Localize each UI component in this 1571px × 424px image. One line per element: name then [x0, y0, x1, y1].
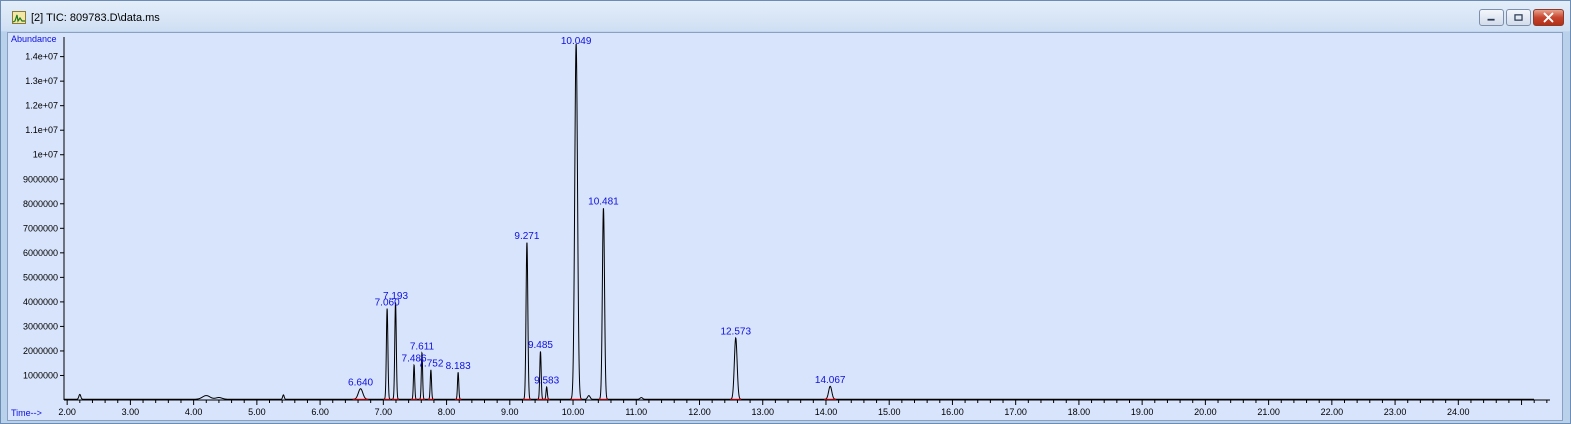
y-axis-label: Abundance: [11, 34, 57, 44]
x-tick-label: 6.00: [311, 407, 329, 417]
peak-label: 8.183: [446, 361, 471, 372]
x-tick-label: 13.00: [751, 407, 774, 417]
x-tick-label: 19.00: [1131, 407, 1154, 417]
peak-label: 7.752: [418, 359, 443, 370]
chromatogram-app-icon: [12, 11, 26, 24]
window-title: [2] TIC: 809783.D\data.ms: [31, 12, 160, 24]
minimize-icon: [1487, 18, 1495, 21]
close-icon: [1543, 12, 1554, 23]
x-tick-label: 15.00: [878, 407, 901, 417]
peak-label: 7.611: [410, 341, 435, 352]
close-button[interactable]: [1533, 9, 1564, 26]
x-tick-label: 4.00: [185, 407, 203, 417]
y-tick-label: 7000000: [23, 223, 58, 233]
x-tick-label: 11.00: [625, 407, 647, 417]
x-tick-label: 12.00: [688, 407, 711, 417]
x-tick-label: 9.00: [501, 407, 519, 417]
x-tick-label: 23.00: [1384, 407, 1407, 417]
y-tick-label: 1.2e+07: [25, 101, 58, 111]
peak-label: 10.049: [561, 36, 592, 47]
x-tick-label: 14.00: [815, 407, 838, 417]
x-tick-label: 17.00: [1004, 407, 1027, 417]
x-tick-label: 8.00: [438, 407, 456, 417]
peak-label: 9.271: [514, 231, 539, 242]
peak-label: 9.583: [534, 376, 559, 387]
x-tick-label: 2.00: [58, 407, 76, 417]
x-tick-label: 5.00: [248, 407, 266, 417]
x-tick-label: 21.00: [1257, 407, 1280, 417]
y-tick-label: 4000000: [23, 297, 58, 307]
trace-layer: [64, 43, 1535, 400]
y-tick-label: 5000000: [23, 272, 58, 282]
y-tick-label: 2000000: [23, 346, 58, 356]
peak-label: 9.485: [528, 340, 553, 351]
y-tick-label: 3000000: [23, 321, 58, 331]
x-axis: 2.00 3.00 4.00 5.00 6.00 7.00 8.00 9.00 10.00 11.…: [58, 399, 1550, 417]
peak-label: 7.060: [375, 297, 400, 308]
x-tick-label: 7.00: [375, 407, 393, 417]
peak-label: 6.640: [348, 377, 373, 388]
tic-trace: [64, 43, 1535, 400]
restore-button[interactable]: [1506, 9, 1531, 26]
y-tick-label: 1.1e+07: [25, 125, 58, 135]
y-tick-label: 9000000: [23, 174, 58, 184]
window-titlebar[interactable]: [2] TIC: 809783.D\data.ms: [1, 1, 1570, 31]
minimize-button[interactable]: [1479, 9, 1504, 26]
peak-label: 14.067: [815, 375, 846, 386]
y-tick-label: 6000000: [23, 248, 58, 258]
restore-icon: [1514, 14, 1523, 21]
y-tick-label: 1.3e+07: [25, 76, 58, 86]
peak-label: 7.193: [383, 291, 408, 302]
chromatogram-chart[interactable]: 1000000 2000000 3000000 4000000 5000000 60000…: [8, 33, 1562, 420]
peak-label: 10.481: [588, 197, 619, 208]
peak-label: 7.486: [402, 354, 427, 365]
x-tick-label: 20.00: [1194, 407, 1217, 417]
x-tick-label: 10.00: [562, 407, 585, 417]
x-tick-label: 18.00: [1068, 407, 1091, 417]
y-tick-label: 1000000: [23, 370, 58, 380]
y-axis: 1000000 2000000 3000000 4000000 5000000 60000…: [23, 37, 65, 400]
x-tick-label: 3.00: [122, 407, 140, 417]
y-tick-label: 1.4e+07: [25, 52, 58, 62]
y-tick-label: 1e+07: [33, 150, 58, 160]
x-tick-label: 22.00: [1321, 407, 1344, 417]
plot-area[interactable]: 1000000 2000000 3000000 4000000 5000000 60000…: [7, 32, 1563, 421]
x-axis-label: Time-->: [11, 408, 42, 418]
peak-label: 12.573: [720, 327, 751, 338]
x-tick-label: 24.00: [1447, 407, 1470, 417]
x-tick-label: 16.00: [941, 407, 964, 417]
y-tick-label: 8000000: [23, 199, 58, 209]
